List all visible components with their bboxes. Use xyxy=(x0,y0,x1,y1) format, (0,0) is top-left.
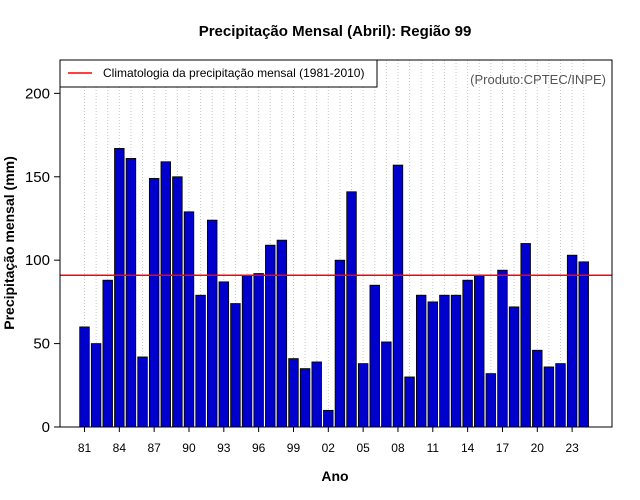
legend-box xyxy=(59,59,378,88)
bar-86 xyxy=(137,356,148,428)
bar-83 xyxy=(102,279,113,428)
bar-22 xyxy=(555,363,566,428)
bar-17 xyxy=(497,269,508,428)
bar-05 xyxy=(357,363,369,428)
y-tick-label: 100 xyxy=(25,252,50,269)
x-tick-label: 17 xyxy=(496,441,510,455)
bar-99 xyxy=(288,358,299,428)
x-tick-label: 81 xyxy=(78,441,92,455)
chart-title: Precipitação Mensal (Abril): Região 99 xyxy=(199,23,472,40)
bar-94 xyxy=(230,303,241,428)
y-axis-title: Precipitação mensal (mm) xyxy=(1,156,17,330)
bar-90 xyxy=(183,211,195,428)
x-axis: 81 84 87 90 93 96 99 02 05 08 11 14 17 20 23 xyxy=(78,427,579,455)
bars-layer xyxy=(79,148,589,428)
x-tick-label: 20 xyxy=(531,441,545,455)
x-tick-label: 02 xyxy=(322,441,336,455)
bar-97 xyxy=(265,244,276,428)
bar-23 xyxy=(566,254,578,428)
bar-85 xyxy=(125,158,137,428)
x-tick-label: 11 xyxy=(427,441,440,455)
bar-98 xyxy=(276,239,288,428)
x-tick-label: 23 xyxy=(565,441,579,455)
bar-04 xyxy=(346,191,357,428)
y-tick-label: 200 xyxy=(25,85,50,102)
legend: Climatologia da precipitação mensal (198… xyxy=(59,59,378,88)
bar-89 xyxy=(172,176,183,428)
y-tick-label: 150 xyxy=(25,169,50,186)
bar-18 xyxy=(508,306,520,428)
x-tick-label: 87 xyxy=(147,441,161,455)
grid-layer xyxy=(84,60,585,427)
bar-13 xyxy=(450,294,462,428)
bar-24 xyxy=(578,261,589,428)
bar-93 xyxy=(218,281,230,428)
bar-91 xyxy=(195,294,206,428)
bar-84 xyxy=(114,148,125,428)
bar-81 xyxy=(79,326,90,428)
bar-95 xyxy=(241,274,253,428)
bar-92 xyxy=(207,219,218,428)
bar-16 xyxy=(485,373,497,428)
bar-96 xyxy=(253,273,264,428)
bar-02 xyxy=(323,409,334,428)
bar-19 xyxy=(520,243,531,428)
bar-06 xyxy=(369,284,380,428)
x-tick-label: 96 xyxy=(252,441,266,455)
bar-14 xyxy=(462,279,473,428)
bar-82 xyxy=(90,343,102,428)
bar-21 xyxy=(543,366,555,428)
x-tick-label: 90 xyxy=(182,441,196,455)
y-tick-label: 0 xyxy=(42,419,50,436)
bar-09 xyxy=(404,376,415,428)
bar-15 xyxy=(474,274,485,428)
x-tick-label: 14 xyxy=(461,441,475,455)
bar-08 xyxy=(392,164,404,428)
y-tick-label: 50 xyxy=(33,336,50,353)
x-tick-label: 93 xyxy=(217,441,231,455)
credit-text: (Produto:CPTEC/INPE) xyxy=(470,72,606,87)
bar-87 xyxy=(148,178,160,428)
bar-07 xyxy=(381,341,392,428)
legend-label: Climatologia da precipitação mensal (198… xyxy=(103,66,364,80)
bar-03 xyxy=(334,259,346,428)
bar-00 xyxy=(299,368,311,428)
bar-12 xyxy=(439,294,450,428)
x-tick-label: 05 xyxy=(356,441,370,455)
x-tick-label: 84 xyxy=(113,441,127,455)
bar-10 xyxy=(415,294,427,428)
x-axis-title: Ano xyxy=(321,468,348,484)
y-axis: 0 50 100 150 200 xyxy=(25,85,60,436)
bar-11 xyxy=(427,301,439,428)
bar-88 xyxy=(160,161,171,428)
x-tick-label: 99 xyxy=(287,441,301,455)
bar-20 xyxy=(532,349,543,428)
bar-01 xyxy=(311,361,322,428)
x-tick-label: 08 xyxy=(391,441,405,455)
